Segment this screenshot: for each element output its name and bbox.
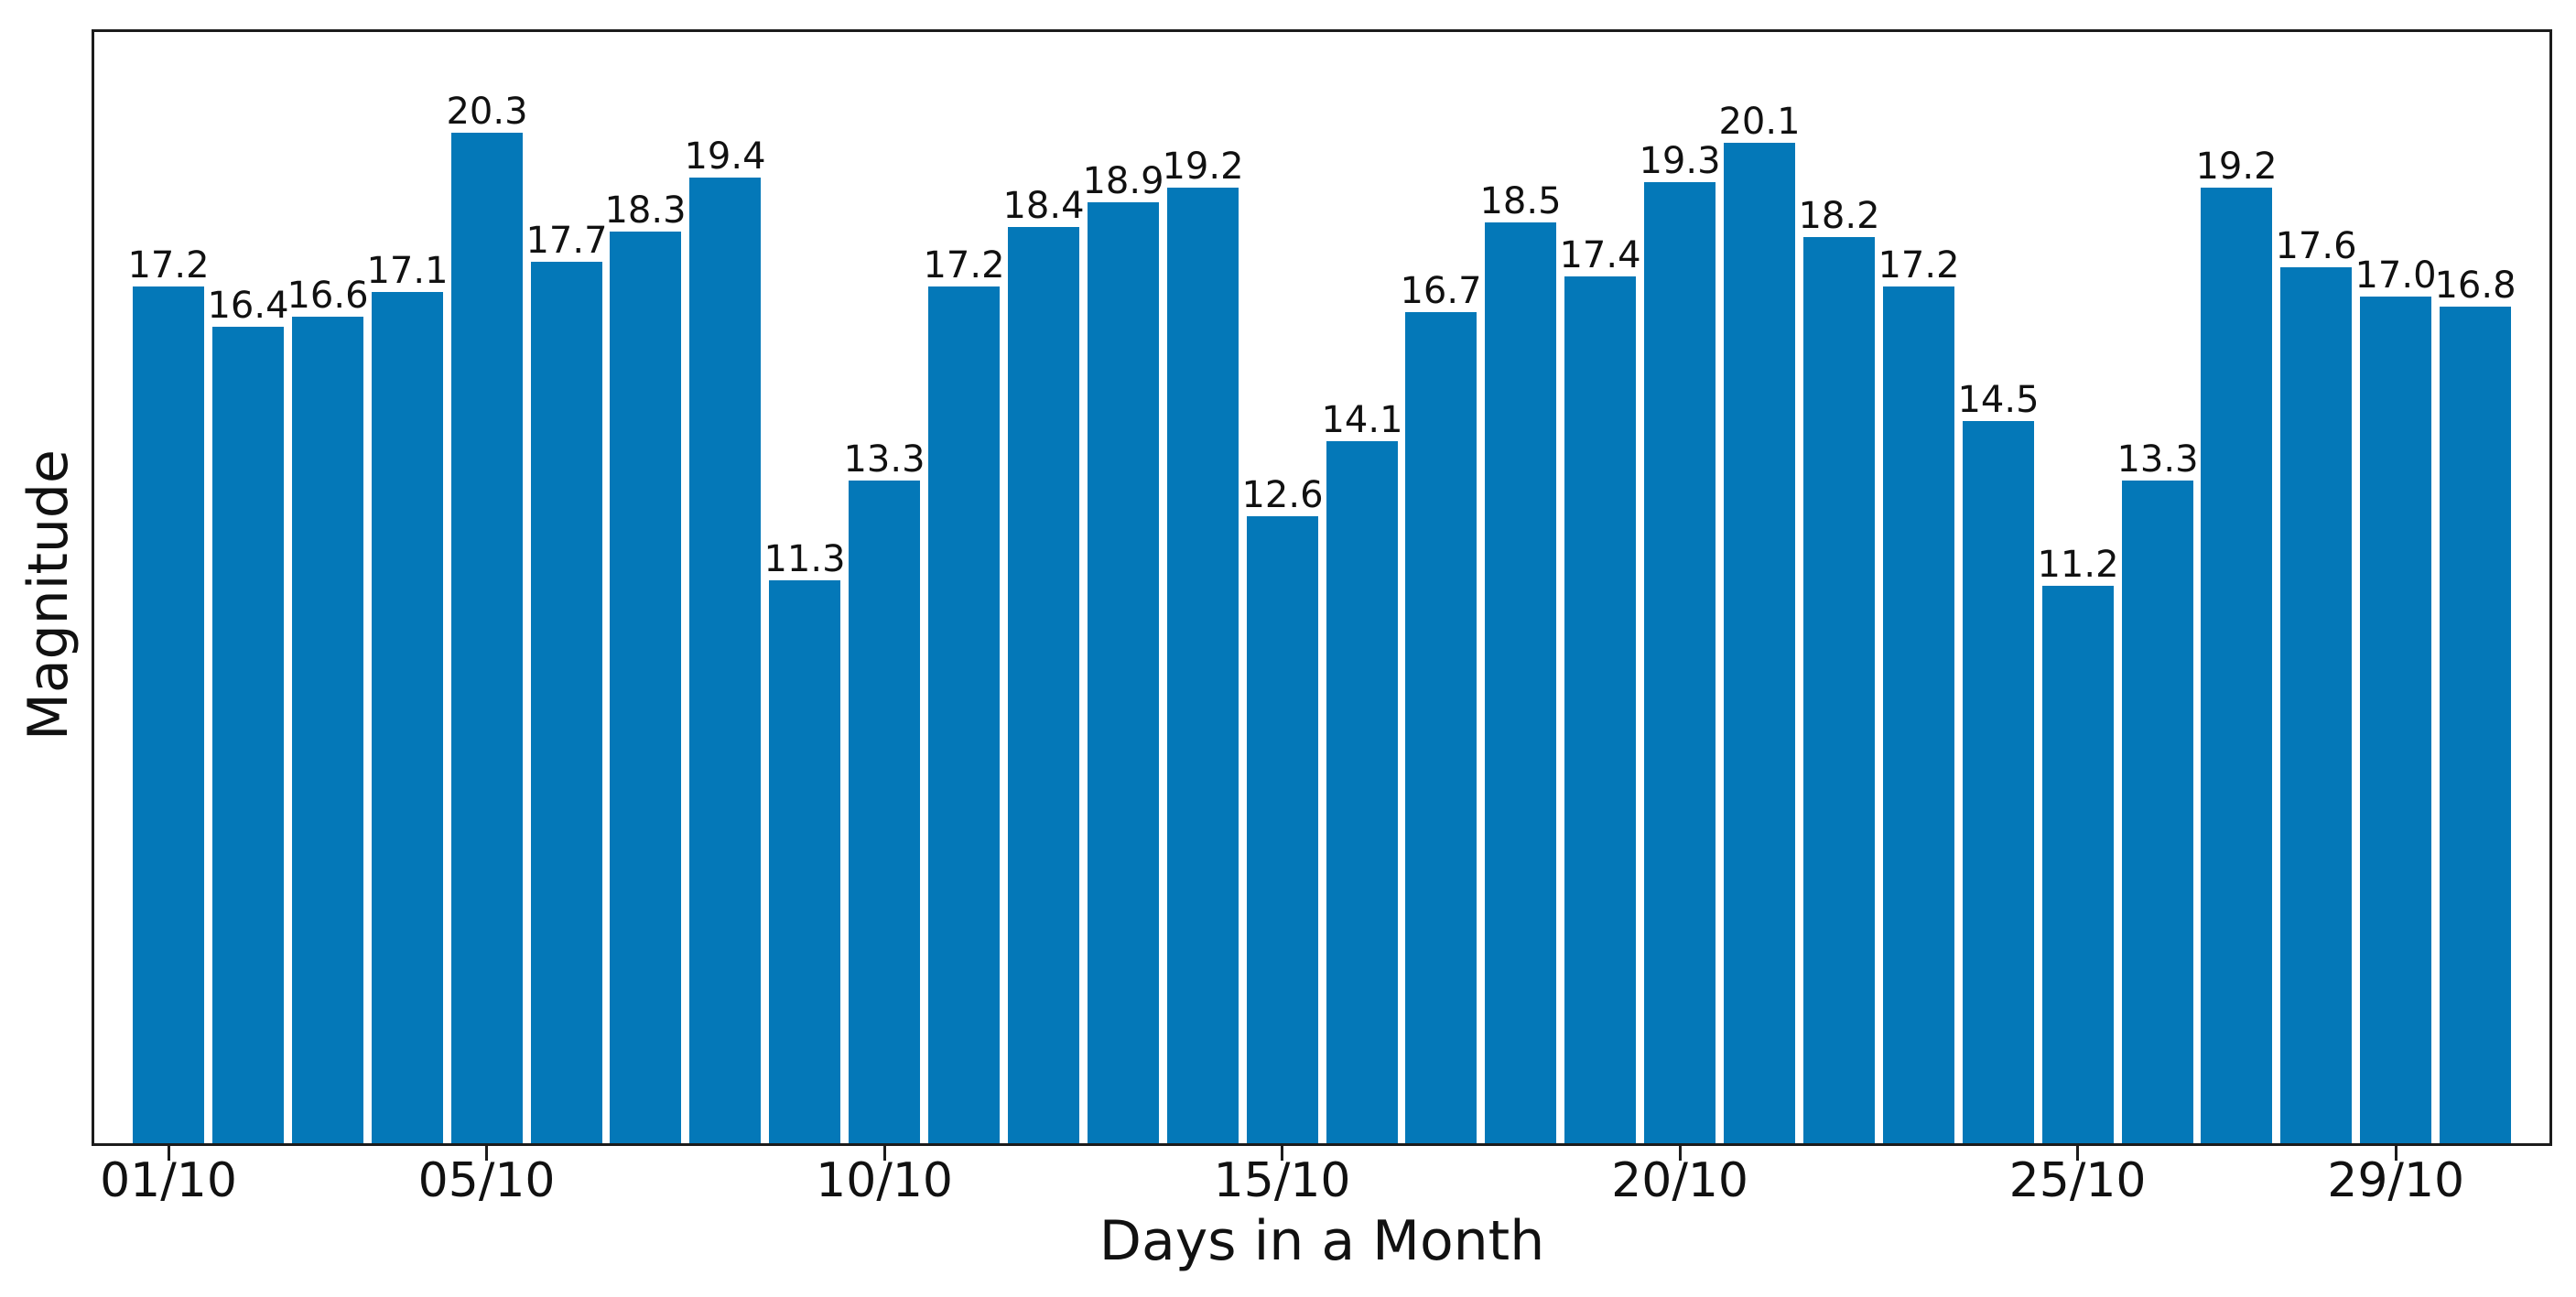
- bar-value-label: 18.2: [1798, 195, 1880, 237]
- bar: [133, 286, 204, 1143]
- bar-value-label: 17.0: [2354, 254, 2437, 297]
- bar-value-label: 16.8: [2434, 265, 2516, 307]
- x-tick-mark: [1678, 1146, 1682, 1161]
- bar: [1803, 237, 1875, 1143]
- bar: [849, 481, 920, 1143]
- bar-value-label: 12.6: [1241, 474, 1324, 516]
- bar: [1724, 143, 1795, 1143]
- bar-value-label: 19.3: [1639, 140, 1721, 182]
- bar-value-label: 14.5: [1957, 379, 2040, 421]
- bar: [1485, 222, 1556, 1143]
- bar: [2280, 267, 2352, 1143]
- bar-value-label: 17.1: [366, 250, 449, 292]
- bar-value-label: 11.3: [763, 538, 846, 580]
- bar-value-label: 17.6: [2275, 225, 2357, 267]
- x-tick-mark: [2394, 1146, 2397, 1161]
- x-tick-mark: [882, 1146, 886, 1161]
- bar: [1405, 312, 1477, 1143]
- bar-value-label: 17.2: [127, 244, 210, 286]
- bar-value-label: 17.7: [525, 220, 608, 262]
- bar-value-label: 17.4: [1559, 234, 1641, 276]
- bar: [1326, 441, 1398, 1143]
- bar-value-label: 16.7: [1400, 270, 1482, 312]
- bar-value-label: 13.3: [843, 438, 925, 481]
- bar-value-label: 17.2: [1878, 244, 1960, 286]
- bar-value-label: 18.9: [1082, 160, 1164, 202]
- bar: [531, 262, 602, 1143]
- bar: [451, 133, 523, 1143]
- bar-value-label: 17.2: [923, 244, 1005, 286]
- x-tick-label: 05/10: [417, 1153, 556, 1208]
- bar: [610, 232, 681, 1143]
- bar: [212, 327, 284, 1143]
- x-tick-mark: [2076, 1146, 2080, 1161]
- bar: [2440, 307, 2511, 1143]
- x-tick-mark: [167, 1146, 170, 1161]
- bar: [1008, 227, 1079, 1143]
- bar: [2122, 481, 2193, 1143]
- bar: [2042, 586, 2114, 1143]
- bar: [292, 317, 363, 1143]
- bar: [1167, 188, 1239, 1143]
- bar: [2360, 297, 2431, 1143]
- bar: [1564, 276, 1636, 1143]
- bar-value-label: 19.4: [684, 135, 766, 178]
- bar: [1247, 516, 1318, 1143]
- bar: [769, 580, 840, 1143]
- bar-value-label: 18.4: [1002, 185, 1085, 227]
- bar-value-label: 16.4: [207, 285, 289, 327]
- bar: [928, 286, 1000, 1143]
- bar-value-label: 19.2: [1162, 146, 1244, 188]
- bar-value-label: 14.1: [1321, 399, 1403, 441]
- bar-value-label: 20.3: [446, 91, 528, 133]
- bar: [1088, 202, 1159, 1143]
- bar: [372, 292, 443, 1143]
- y-axis-title: Magnitude: [16, 449, 81, 740]
- x-axis-title: Days in a Month: [1099, 1209, 1545, 1273]
- bar: [1883, 286, 1954, 1143]
- x-tick-label: 29/10: [2327, 1153, 2465, 1208]
- x-tick-label: 01/10: [100, 1153, 237, 1208]
- bar-value-label: 16.6: [287, 275, 369, 317]
- bar-value-label: 18.3: [604, 189, 687, 232]
- bar: [1963, 421, 2034, 1143]
- x-tick-label: 25/10: [2008, 1153, 2147, 1208]
- x-tick-mark: [485, 1146, 489, 1161]
- x-tick-mark: [1281, 1146, 1284, 1161]
- bar-value-label: 11.2: [2037, 544, 2119, 586]
- bar-value-label: 18.5: [1479, 180, 1562, 222]
- bar: [2201, 188, 2272, 1143]
- bar: [689, 178, 761, 1143]
- x-tick-label: 20/10: [1611, 1153, 1749, 1208]
- x-tick-label: 15/10: [1213, 1153, 1351, 1208]
- bar-value-label: 20.1: [1718, 101, 1801, 143]
- bar-value-label: 19.2: [2195, 146, 2278, 188]
- x-tick-label: 10/10: [816, 1153, 954, 1208]
- bar-value-label: 13.3: [2116, 438, 2199, 481]
- plot-area: 17.2 16.4 16.6 17.1 20.3 17.7 18.3 19.4 11.3 13.3…: [92, 29, 2552, 1146]
- bar: [1644, 182, 1716, 1143]
